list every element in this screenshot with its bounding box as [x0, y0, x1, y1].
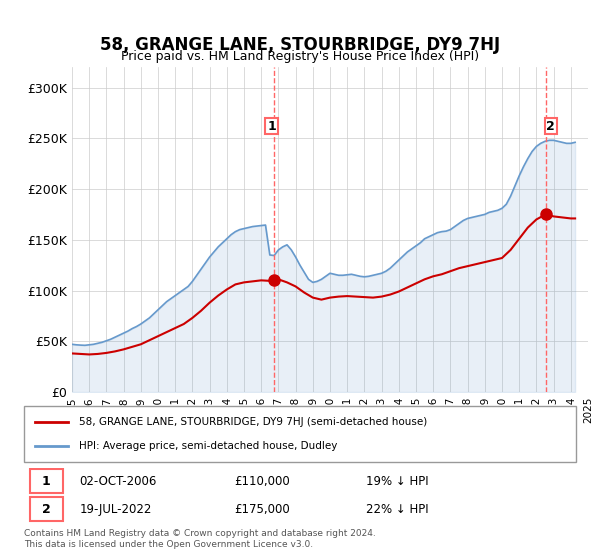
Text: 22% ↓ HPI: 22% ↓ HPI — [366, 502, 429, 516]
Text: Price paid vs. HM Land Registry's House Price Index (HPI): Price paid vs. HM Land Registry's House … — [121, 50, 479, 63]
Text: 19% ↓ HPI: 19% ↓ HPI — [366, 474, 429, 488]
FancyBboxPatch shape — [29, 469, 62, 493]
Text: Contains HM Land Registry data © Crown copyright and database right 2024.
This d: Contains HM Land Registry data © Crown c… — [24, 529, 376, 549]
FancyBboxPatch shape — [24, 406, 576, 462]
FancyBboxPatch shape — [29, 497, 62, 521]
Text: 58, GRANGE LANE, STOURBRIDGE, DY9 7HJ (semi-detached house): 58, GRANGE LANE, STOURBRIDGE, DY9 7HJ (s… — [79, 417, 427, 427]
Text: 2: 2 — [547, 120, 555, 133]
Text: HPI: Average price, semi-detached house, Dudley: HPI: Average price, semi-detached house,… — [79, 441, 338, 451]
Text: £110,000: £110,000 — [234, 474, 290, 488]
Text: 58, GRANGE LANE, STOURBRIDGE, DY9 7HJ: 58, GRANGE LANE, STOURBRIDGE, DY9 7HJ — [100, 36, 500, 54]
Text: 2: 2 — [42, 502, 50, 516]
Text: 1: 1 — [267, 120, 276, 133]
Text: 1: 1 — [42, 474, 50, 488]
Text: 19-JUL-2022: 19-JUL-2022 — [79, 502, 152, 516]
Text: 02-OCT-2006: 02-OCT-2006 — [79, 474, 157, 488]
Text: £175,000: £175,000 — [234, 502, 290, 516]
